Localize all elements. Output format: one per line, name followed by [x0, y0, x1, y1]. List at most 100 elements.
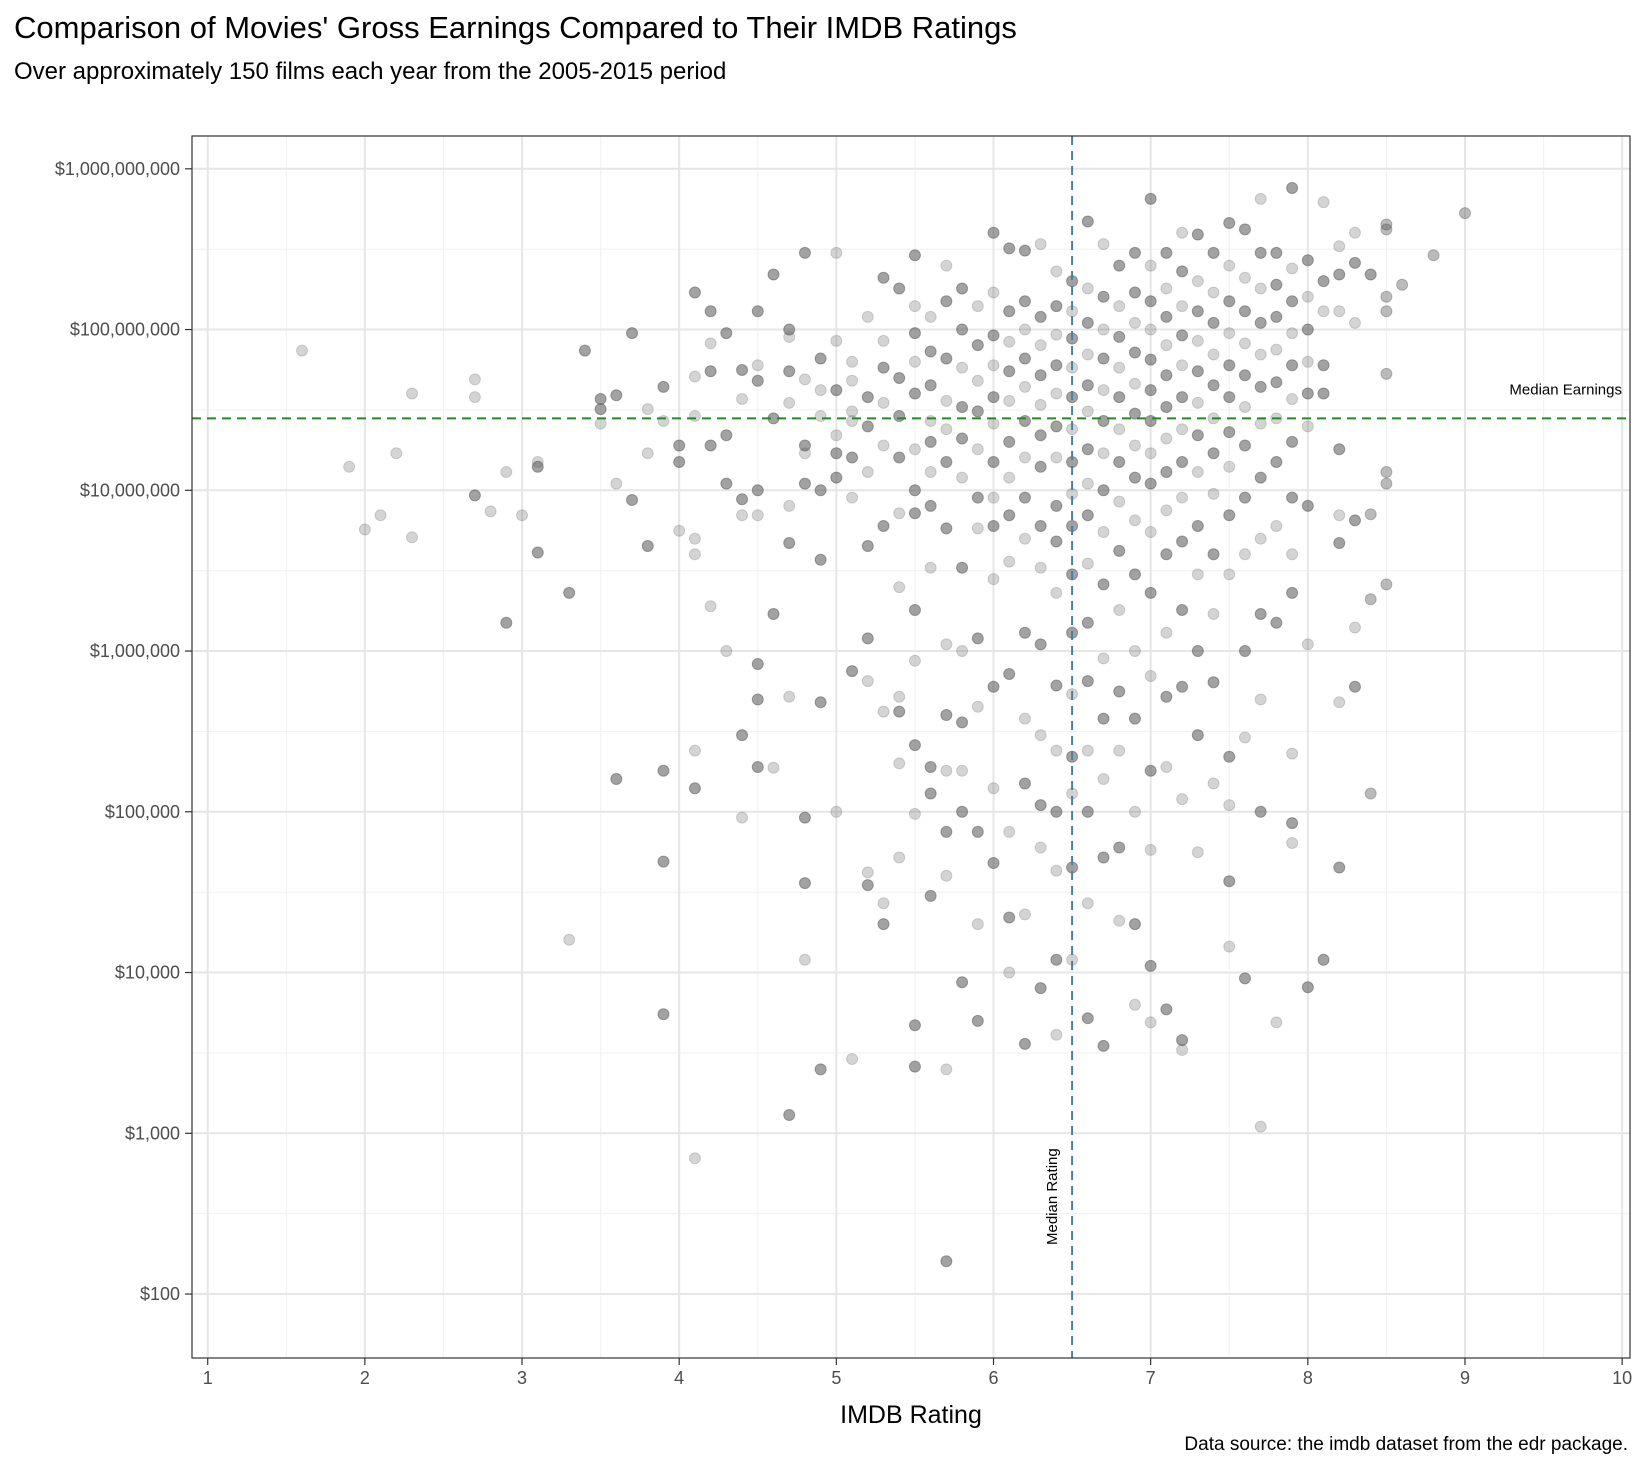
data-point: [751, 760, 764, 773]
data-point: [1223, 750, 1236, 763]
data-point: [1364, 787, 1377, 800]
data-point: [798, 373, 811, 386]
data-point: [751, 509, 764, 522]
data-point: [1003, 667, 1016, 680]
data-point: [1270, 310, 1283, 323]
data-point: [861, 420, 874, 433]
data-point: [1254, 471, 1267, 484]
data-point: [1348, 621, 1361, 634]
y-tick-label: $100: [140, 1284, 180, 1304]
data-point: [1034, 339, 1047, 352]
data-point: [1018, 380, 1031, 393]
data-point: [1081, 379, 1094, 392]
data-point: [1081, 509, 1094, 522]
data-point: [783, 1108, 796, 1121]
data-point: [1144, 764, 1157, 777]
data-point: [956, 471, 969, 484]
data-point: [798, 477, 811, 490]
data-point: [1223, 359, 1236, 372]
data-point: [641, 540, 654, 553]
data-point: [688, 782, 701, 795]
data-point: [1113, 423, 1126, 436]
data-point: [814, 384, 827, 397]
data-point: [798, 877, 811, 890]
data-point: [783, 365, 796, 378]
data-point: [1160, 282, 1173, 295]
data-point: [1301, 323, 1314, 336]
data-point: [406, 531, 419, 544]
data-point: [1003, 471, 1016, 484]
data-point: [861, 866, 874, 879]
data-point: [956, 282, 969, 295]
data-point: [1207, 608, 1220, 621]
data-point: [1207, 447, 1220, 460]
data-point: [877, 705, 890, 718]
data-point: [1128, 471, 1141, 484]
data-point: [1380, 578, 1393, 591]
data-point: [1128, 568, 1141, 581]
data-point: [468, 489, 481, 502]
data-point: [1286, 262, 1299, 275]
data-point: [1333, 537, 1346, 550]
data-point: [1018, 352, 1031, 365]
data-point: [908, 300, 921, 313]
x-tick-label: 7: [1146, 1368, 1156, 1388]
data-point: [390, 447, 403, 460]
data-point: [846, 405, 859, 418]
data-point: [1128, 286, 1141, 299]
data-point: [956, 400, 969, 413]
data-point: [1144, 586, 1157, 599]
data-point: [1396, 278, 1409, 291]
data-point: [783, 499, 796, 512]
data-point: [1270, 616, 1283, 629]
data-point: [1348, 316, 1361, 329]
data-point: [846, 1052, 859, 1065]
data-point: [1207, 548, 1220, 561]
data-point: [1034, 561, 1047, 574]
data-point: [908, 249, 921, 262]
data-point: [1018, 908, 1031, 921]
data-point: [830, 384, 843, 397]
data-point: [1207, 246, 1220, 259]
data-point: [877, 271, 890, 284]
data-point: [1081, 1012, 1094, 1025]
data-point: [1113, 456, 1126, 468]
data-point: [1144, 323, 1157, 336]
data-point: [924, 435, 937, 448]
data-point: [893, 690, 906, 703]
data-point: [1254, 805, 1267, 818]
data-point: [1317, 275, 1330, 288]
data-point: [720, 477, 733, 490]
data-point: [987, 226, 1000, 239]
data-point: [1128, 712, 1141, 725]
x-axis-title: IMDB Rating: [840, 1401, 982, 1429]
data-point: [798, 953, 811, 966]
data-point: [1254, 532, 1267, 545]
data-point: [814, 409, 827, 422]
data-point: [1317, 387, 1330, 400]
data-point: [704, 305, 717, 318]
data-point: [767, 608, 780, 621]
data-point: [908, 355, 921, 368]
data-point: [468, 391, 481, 404]
data-point: [830, 334, 843, 347]
data-point: [971, 700, 984, 713]
data-point: [940, 869, 953, 882]
data-point: [767, 761, 780, 774]
data-point: [1176, 1043, 1189, 1056]
data-point: [704, 365, 717, 378]
data-point: [1081, 744, 1094, 757]
data-point: [908, 327, 921, 340]
data-point: [1176, 300, 1189, 313]
data-point: [1113, 361, 1126, 374]
data-point: [1097, 526, 1110, 539]
data-point: [987, 456, 1000, 468]
data-point: [987, 359, 1000, 372]
data-point: [343, 460, 356, 473]
data-point: [1003, 335, 1016, 348]
data-point: [1176, 535, 1189, 548]
data-point: [1380, 477, 1393, 490]
data-point: [1238, 548, 1251, 561]
data-point: [971, 918, 984, 931]
data-point: [1301, 499, 1314, 512]
